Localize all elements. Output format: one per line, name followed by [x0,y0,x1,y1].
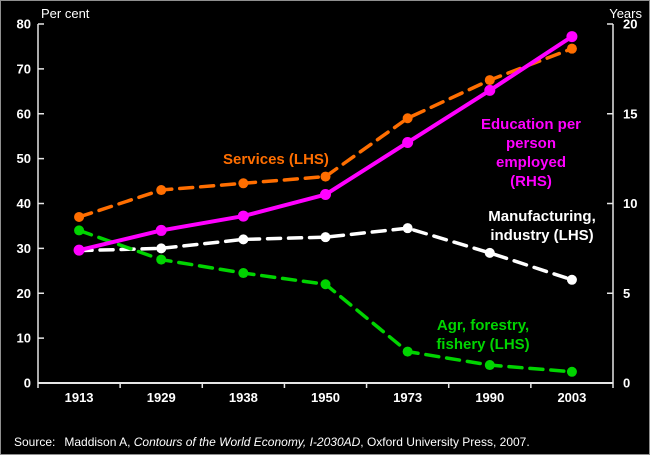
line-chart: 0 10 20 30 40 50 60 70 80 0 5 10 15 20 1913 1929 1938 195… [17,6,643,405]
left-axis-tick-label: 40 [17,196,31,211]
right-axis-tick-label: 15 [623,106,637,121]
data-point-education-per-person-employed-rhs [566,31,578,43]
x-axis-tick-label: 1973 [393,390,422,405]
right-axis-tick-label: 0 [623,376,630,391]
data-point-agr-forestry-fishery-lhs [566,366,577,377]
data-point-services-lhs [484,75,495,86]
x-axis-tick-label: 1929 [147,390,176,405]
x-axis-tick-label: 1938 [229,390,258,405]
services-label: Services (LHS) [223,151,329,168]
manufacturing-label: Manufacturing, [488,208,596,225]
data-point-manufacturing-industry-lhs [484,247,495,258]
source-publisher: , Oxford University Press, 2007. [360,435,530,449]
data-point-services-lhs [320,171,331,182]
x-axis-tick-label: 2003 [557,390,586,405]
manufacturing-label: industry (LHS) [490,227,593,244]
left-axis-tick-label: 10 [17,331,31,346]
data-point-education-per-person-employed-rhs [402,136,414,148]
education-label: employed [496,154,566,171]
right-axis-tick-label: 5 [623,286,630,301]
data-point-agr-forestry-fishery-lhs [156,254,167,265]
left-axis-title: Per cent [41,6,90,21]
left-axis-tick-label: 80 [17,17,31,32]
left-axis-tick-label: 30 [17,241,31,256]
data-point-manufacturing-industry-lhs [402,223,413,234]
data-point-agr-forestry-fishery-lhs [402,346,413,357]
data-point-manufacturing-industry-lhs [238,234,249,245]
agr-label: fishery (LHS) [436,336,529,353]
data-point-education-per-person-employed-rhs [320,189,331,201]
data-point-education-per-person-employed-rhs [155,224,167,236]
data-point-manufacturing-industry-lhs [156,243,167,254]
data-point-agr-forestry-fishery-lhs [484,360,495,371]
left-axis-tick-label: 50 [17,151,31,166]
data-point-education-per-person-employed-rhs [73,244,85,256]
data-point-services-lhs [238,178,249,189]
data-point-agr-forestry-fishery-lhs [238,268,249,279]
source-label: Source: [14,435,56,449]
data-point-manufacturing-industry-lhs [566,274,577,285]
data-point-manufacturing-industry-lhs [320,232,331,243]
data-point-services-lhs [402,113,413,124]
x-axis-tick-label: 1990 [475,390,504,405]
education-label: (RHS) [510,173,552,190]
right-axis-tick-label: 10 [623,196,637,211]
x-axis-tick-label: 1913 [65,390,94,405]
data-point-agr-forestry-fishery-lhs [74,225,85,236]
data-point-agr-forestry-fishery-lhs [320,279,331,290]
data-point-education-per-person-employed-rhs [484,84,496,96]
data-point-services-lhs [74,211,85,222]
data-point-services-lhs [156,185,167,196]
education-label: person [506,135,556,152]
right-axis-tick-label: 20 [623,17,637,32]
source-author: Maddison A, [64,435,134,449]
left-axis-tick-label: 0 [24,376,31,391]
source-title: Contours of the World Economy, I-2030AD [133,435,361,449]
source-note: Source: Maddison A, Contours of the World… [14,435,530,449]
education-label: Education per [481,116,581,133]
left-axis-tick-label: 60 [17,106,31,121]
right-axis-title: Years [609,6,642,21]
left-axis-tick-label: 70 [17,61,31,76]
data-point-education-per-person-employed-rhs [237,210,249,222]
left-axis-tick-label: 20 [17,286,31,301]
data-point-services-lhs [566,43,577,54]
agr-label: Agr, forestry, [437,317,529,334]
x-axis-tick-label: 1950 [311,390,340,405]
